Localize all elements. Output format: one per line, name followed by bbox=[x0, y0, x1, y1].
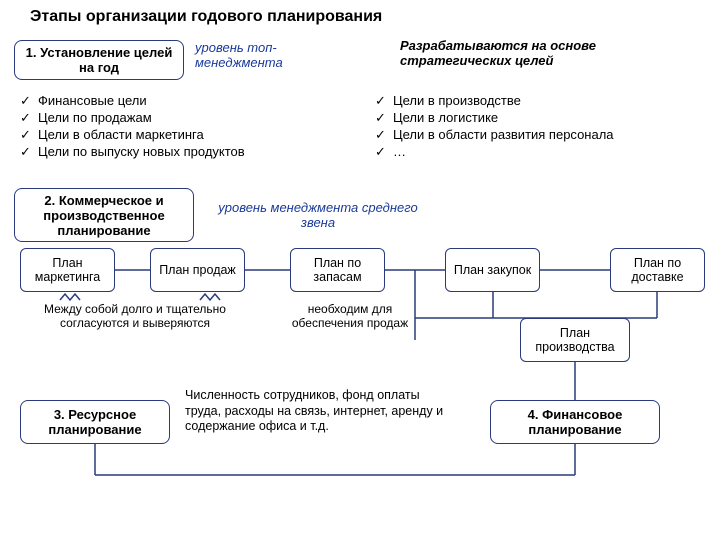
list-item: Цели в производстве bbox=[375, 92, 700, 109]
plan-sales: План продаж bbox=[150, 248, 245, 292]
stage3-box: 3. Ресурсное планирование bbox=[20, 400, 170, 444]
plan-purchase: План закупок bbox=[445, 248, 540, 292]
list-item: Финансовые цели bbox=[20, 92, 345, 109]
plan-delivery: План по доставке bbox=[610, 248, 705, 292]
list-item: Цели по выпуску новых продуктов bbox=[20, 143, 345, 160]
stage1-level: уровень топ-менеджмента bbox=[195, 40, 315, 70]
stage2-level: уровень менеджмента среднего звена bbox=[218, 200, 418, 230]
plan-production: План производства bbox=[520, 318, 630, 362]
list-item: Цели в области маркетинга bbox=[20, 126, 345, 143]
note-a: Между собой долго и тщательно согласуютс… bbox=[40, 302, 230, 331]
note-b: необходим для обеспечения продаж bbox=[290, 302, 410, 331]
stage1-box: 1. Установление целей на год bbox=[14, 40, 184, 80]
goal-lists: Финансовые цели Цели по продажам Цели в … bbox=[20, 92, 700, 160]
list-item: … bbox=[375, 143, 700, 160]
stage3-note: Численность сотрудников, фонд оплаты тру… bbox=[185, 388, 445, 435]
plan-marketing: План маркетинга bbox=[20, 248, 115, 292]
stage1-note: Разрабатываются на основе стратегических… bbox=[400, 38, 700, 68]
list-item: Цели в логистике bbox=[375, 109, 700, 126]
list-left: Финансовые цели Цели по продажам Цели в … bbox=[20, 92, 345, 160]
list-item: Цели по продажам bbox=[20, 109, 345, 126]
stage4-box: 4. Финансовое планирование bbox=[490, 400, 660, 444]
list-right: Цели в производстве Цели в логистике Цел… bbox=[345, 92, 700, 160]
page-title: Этапы организации годового планирования bbox=[0, 0, 720, 36]
stage2-box: 2. Коммерческое и производственное плани… bbox=[14, 188, 194, 242]
plan-stock: План по запасам bbox=[290, 248, 385, 292]
list-item: Цели в области развития персонала bbox=[375, 126, 700, 143]
